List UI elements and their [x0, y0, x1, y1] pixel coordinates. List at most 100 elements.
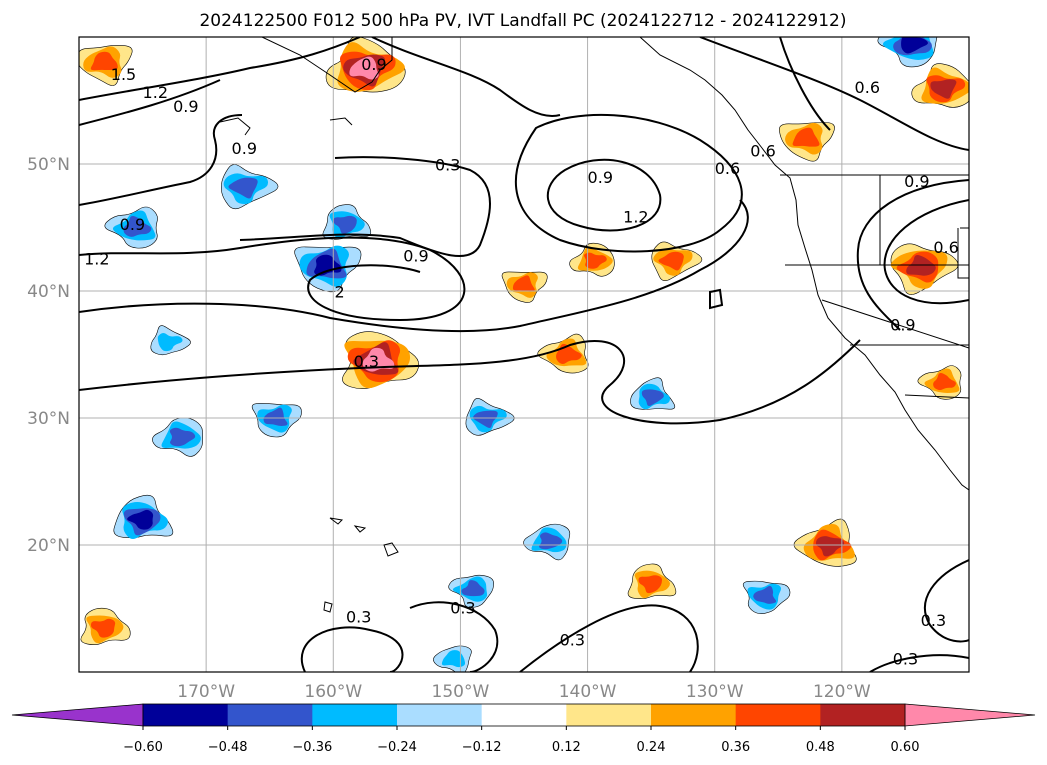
map-background — [79, 37, 969, 672]
contour-line — [79, 114, 243, 206]
contour-label: 2 — [335, 282, 345, 301]
contour-line — [79, 199, 749, 333]
contour-line — [300, 626, 404, 672]
lon-tick-label: 120°W — [813, 682, 871, 702]
contour-label: 0.9 — [904, 172, 929, 191]
colorbar-tick-label: −0.60 — [123, 740, 163, 755]
contour-label: 0.6 — [855, 78, 880, 97]
contour-label: 0.3 — [893, 649, 918, 668]
colorbar-segment — [312, 704, 398, 726]
positive-anomaly-fill — [90, 618, 116, 638]
contour-line — [924, 559, 969, 643]
positive-anomaly-fill — [584, 252, 607, 269]
contour-line — [514, 113, 743, 253]
ivt-contour-lines — [79, 37, 969, 672]
colorbar-tick-label: 0.12 — [552, 740, 581, 755]
contour-label: 1.2 — [623, 207, 648, 226]
contour-label: 0.9 — [403, 247, 428, 266]
negative-anomaly-fill — [901, 37, 928, 54]
contour-label: 0.9 — [588, 168, 613, 187]
negative-anomaly-fill — [461, 580, 485, 597]
colorbar: −0.60 −0.48 −0.36 −0.24 −0.12 0.12 0.24 0.36 0.4… — [11, 703, 1036, 755]
longitude-axis: 170°W 160°W 150°W 140°W 130°W 120°W — [177, 682, 871, 702]
positive-anomaly-fill — [362, 347, 395, 372]
map-frame — [78, 36, 970, 673]
state-borders — [780, 174, 969, 399]
colorbar-segment — [820, 704, 906, 726]
positive-anomaly-fill — [792, 127, 820, 147]
positive-anomaly-fill — [815, 536, 845, 557]
contour-label: 0.9 — [120, 215, 145, 234]
colorbar-tick-label: 0.24 — [637, 740, 666, 755]
positive-anomaly-fill — [349, 56, 379, 80]
contour-label: 1.2 — [143, 83, 168, 102]
negative-anomaly-fill — [314, 254, 342, 276]
positive-anomaly-fill — [658, 251, 684, 271]
contour-line — [883, 199, 969, 305]
coastline-alaska — [219, 37, 393, 136]
contour-label: 0.6 — [933, 238, 958, 257]
colorbar-segment — [735, 704, 821, 726]
contour-labels: 0.9 1.2 0.9 1.5 0.9 0.3 0.9 0.6 1.2 0.9 1.2 0.9 2 0.3… — [84, 55, 959, 668]
contour-line — [699, 37, 969, 151]
colorbar-segment — [651, 704, 737, 726]
lat-tick-label: 50°N — [27, 155, 70, 175]
coastline-layer — [219, 37, 969, 613]
positive-anomaly-fill — [933, 373, 956, 391]
positive-anomaly-fill — [638, 575, 663, 594]
contour-line — [709, 288, 724, 310]
contour-label: 1.5 — [111, 65, 136, 84]
lat-tick-label: 20°N — [27, 536, 70, 556]
negative-anomaly-fill — [228, 177, 258, 199]
colorbar-tick-label: −0.48 — [208, 740, 248, 755]
colorbar-segment — [566, 704, 652, 726]
lon-tick-label: 130°W — [686, 682, 744, 702]
negative-anomaly-fill — [333, 215, 357, 234]
contour-line — [79, 339, 861, 425]
coastline-north-america — [639, 37, 969, 491]
contour-label: 0.9 — [232, 139, 257, 158]
chart-title: 2024122500 F012 500 hPa PV, IVT Landfall… — [199, 11, 846, 31]
contour-label: 0.6 — [750, 141, 775, 160]
negative-anomaly-fill — [441, 650, 466, 668]
positive-anomaly-fill — [90, 51, 118, 71]
colorbar-tick-label: −0.36 — [292, 740, 332, 755]
colorbar-segment — [143, 704, 229, 726]
contour-line — [79, 37, 361, 101]
contour-line — [79, 236, 466, 322]
contour-label: 0.3 — [450, 599, 475, 618]
negative-anomaly-fill — [473, 410, 498, 428]
contour-line — [371, 37, 561, 117]
contour-line — [239, 156, 491, 258]
contour-label: 0.3 — [435, 155, 460, 174]
colorbar-extend-max — [904, 703, 1036, 727]
contour-label: 0.3 — [354, 352, 379, 371]
lat-tick-label: 30°N — [27, 409, 70, 429]
contour-line — [79, 79, 221, 126]
colorbar-segment — [227, 704, 313, 726]
map-panel: 0.9 1.2 0.9 1.5 0.9 0.3 0.9 0.6 1.2 0.9 1.2 0.9 2 0.3… — [78, 36, 970, 673]
contour-label: 0.3 — [346, 607, 371, 626]
lon-tick-label: 140°W — [559, 682, 617, 702]
contour-label: 0.6 — [715, 159, 740, 178]
colorbar-segment — [481, 704, 567, 726]
colorbar-segment — [397, 704, 483, 726]
negative-anomaly-fill — [169, 427, 196, 447]
colorbar-extend-min — [11, 703, 144, 727]
contour-line — [409, 601, 499, 672]
colorbar-frame — [142, 703, 906, 727]
lon-tick-label: 170°W — [177, 682, 235, 702]
colorbar-tick-label: 0.36 — [721, 740, 750, 755]
gridlines — [79, 37, 969, 672]
coastline-islands — [323, 517, 399, 613]
negative-anomaly-fill — [753, 585, 777, 604]
negative-anomaly-fill — [157, 333, 183, 352]
latitude-axis: 50°N 40°N 30°N 20°N — [27, 155, 70, 556]
negative-anomaly-fill — [641, 389, 664, 406]
colorbar-tick-label: −0.24 — [377, 740, 417, 755]
negative-anomaly-fill — [127, 509, 154, 530]
contour-line — [869, 654, 969, 672]
negative-anomaly-fill — [123, 216, 152, 237]
contour-line — [519, 604, 699, 672]
